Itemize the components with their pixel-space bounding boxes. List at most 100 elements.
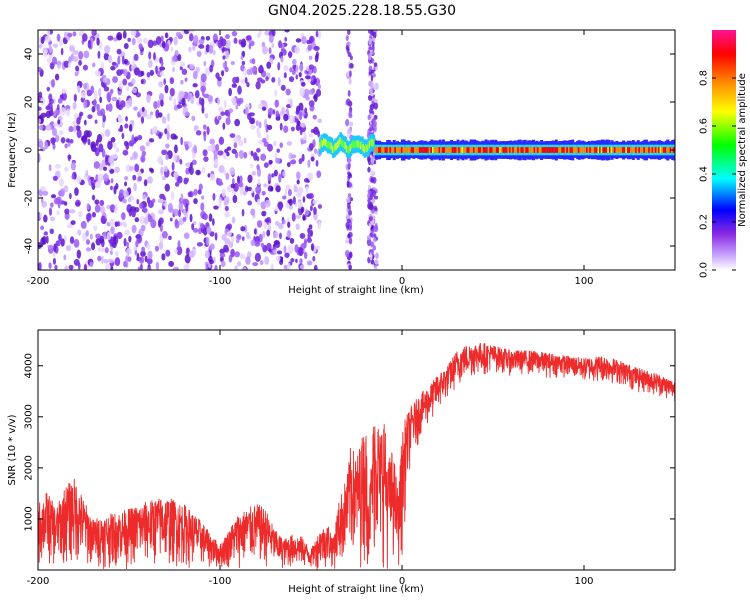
spectrogram-cell — [226, 231, 232, 237]
spectrogram-cell — [106, 92, 111, 102]
spectrogram-cell — [110, 185, 113, 191]
spectrogram-cell — [140, 155, 146, 163]
spectrogram-cell — [64, 143, 68, 149]
spectrogram-cell — [618, 147, 622, 153]
spectrogram-cell — [374, 147, 378, 153]
spectrogram-cell — [314, 54, 319, 63]
spectrogram-cell — [131, 209, 136, 218]
spectrogram-cell — [40, 97, 46, 106]
spectrogram-cell — [615, 147, 619, 153]
spectrogram-cell — [282, 171, 286, 177]
spectrogram-cell — [158, 217, 164, 225]
spectrogram-cell — [295, 74, 299, 80]
spectrogram-cell — [173, 135, 178, 140]
spectrogram-cell — [667, 147, 671, 153]
spectrogram-cell — [270, 186, 274, 192]
spectrogram-cell — [177, 53, 182, 62]
spectrogram-cell — [604, 147, 608, 153]
spectrogram-cell — [229, 167, 236, 176]
spectrogram-cell — [231, 83, 238, 88]
spectrogram-cell — [158, 241, 164, 250]
snr-x-tick-label: 0 — [399, 576, 405, 587]
spectrogram-cell — [95, 174, 99, 181]
spectrogram-cell — [153, 100, 158, 110]
spectrogram-cell — [73, 259, 80, 266]
spectrogram-cell — [97, 255, 102, 262]
spectrogram-cell — [223, 244, 229, 253]
spectrogram-cell — [113, 235, 117, 245]
spectrogram-cell — [273, 249, 277, 254]
spectrogram-cell — [371, 248, 375, 256]
spectrogram-cell — [143, 179, 148, 187]
spectrogram-cell — [264, 30, 271, 36]
spectrogram-cell — [443, 147, 447, 153]
spectrogram-cell — [582, 147, 586, 153]
spectrogram-cell — [80, 220, 87, 229]
spectrogram-cell — [246, 231, 250, 239]
spectrogram-cell — [275, 157, 281, 164]
spectrogram-cell — [468, 147, 472, 153]
spectrogram-cell — [76, 129, 82, 139]
spectrogram-cell — [372, 119, 377, 128]
spectrogram-cell — [248, 43, 252, 50]
spectrogram-cell — [251, 170, 257, 176]
spectrogram-cell — [43, 214, 48, 223]
spectrogram-cell — [145, 141, 150, 147]
spectrogram-cell — [279, 142, 283, 149]
spectrogram-cell — [387, 147, 391, 153]
spectrogram-cell — [569, 147, 573, 153]
spectrogram-cell — [53, 243, 57, 253]
spectrogram-cell — [623, 147, 627, 153]
spectrogram-cell — [193, 198, 198, 205]
spectrogram-cell — [107, 140, 113, 150]
spectrogram-cell — [188, 250, 195, 259]
spectrogram-cell — [581, 147, 585, 153]
spectrogram-cell — [577, 147, 581, 153]
spectrogram-cell — [202, 124, 207, 130]
spectrogram-cell — [102, 173, 109, 182]
spectrogram-cell — [45, 124, 52, 131]
spectrogram-cell — [517, 147, 521, 153]
spectrogram-cell — [464, 147, 468, 153]
spectrogram-cell — [236, 98, 242, 107]
spectrogram-cell — [53, 110, 57, 117]
spectrogram-cell — [243, 137, 247, 144]
spectrogram-axes: -200 -100 0 100 40 20 0 -20 -40 — [24, 30, 675, 287]
spectrogram-cell — [436, 147, 440, 153]
spectrogram-cell — [228, 241, 234, 248]
spectrogram-cell — [126, 241, 130, 248]
spectrogram-cell — [605, 147, 609, 153]
spectrogram-cell — [564, 147, 568, 153]
spectrogram-cell — [100, 215, 106, 224]
spectrogram-cell — [283, 113, 289, 122]
spectrogram-cell — [85, 213, 92, 222]
spectrogram-cell — [535, 147, 539, 153]
spectrogram-cell — [228, 87, 233, 97]
spectrogram-cell — [448, 147, 452, 153]
spectrogram-cell — [373, 99, 379, 103]
spectrogram-cell — [298, 102, 304, 111]
spectrogram-cell — [222, 122, 226, 130]
spectrogram-cell — [155, 36, 162, 46]
spectrogram-cell — [187, 191, 193, 198]
figure-title: GN04.2025.228.18.55.G30 — [268, 3, 456, 19]
spectrogram-cell — [287, 221, 291, 228]
spectrogram-cell — [185, 202, 189, 212]
spectrogram-cell — [422, 147, 426, 153]
spectrogram-cell — [104, 45, 111, 54]
spectrogram-cell — [177, 240, 181, 250]
spectrogram-y-tick-label: 40 — [24, 48, 35, 61]
spectrogram-cell — [374, 258, 379, 265]
spectrogram-cell — [57, 97, 63, 104]
spectrogram-cell — [121, 132, 125, 140]
spectrogram-cell — [207, 173, 211, 178]
spectrogram-cell — [559, 147, 563, 153]
spectrogram-cell — [236, 175, 240, 184]
spectrogram-cell — [70, 220, 76, 225]
spectrogram-cell — [295, 64, 299, 74]
spectrogram-cell — [490, 147, 494, 153]
spectrogram-cell — [150, 168, 154, 174]
spectrogram-cell — [264, 199, 271, 208]
spectrogram-cell — [209, 173, 215, 181]
spectrogram-cell — [235, 238, 240, 244]
